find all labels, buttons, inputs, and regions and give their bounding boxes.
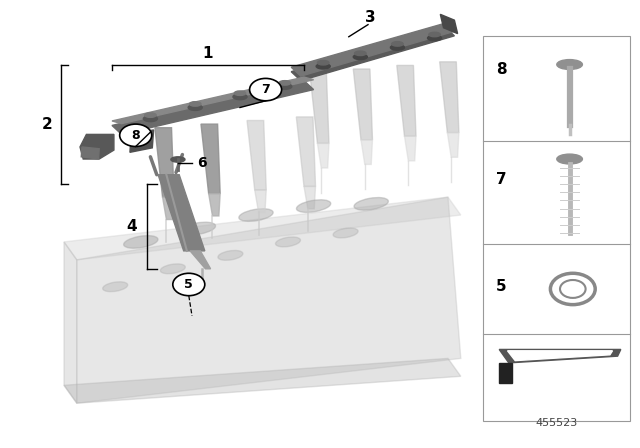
Text: 2: 2	[42, 117, 52, 132]
Text: 5: 5	[184, 278, 193, 291]
Ellipse shape	[354, 198, 388, 210]
Polygon shape	[155, 128, 174, 197]
Ellipse shape	[103, 282, 127, 292]
Text: 7: 7	[496, 172, 507, 187]
Polygon shape	[64, 242, 77, 403]
Ellipse shape	[557, 154, 582, 164]
Ellipse shape	[557, 60, 582, 69]
Polygon shape	[112, 81, 314, 134]
Polygon shape	[291, 23, 454, 76]
Ellipse shape	[390, 45, 404, 50]
Polygon shape	[361, 140, 372, 164]
Ellipse shape	[171, 157, 185, 162]
Ellipse shape	[145, 113, 156, 117]
Ellipse shape	[355, 51, 366, 56]
Circle shape	[173, 273, 205, 296]
Circle shape	[550, 273, 595, 305]
Ellipse shape	[188, 104, 202, 110]
Ellipse shape	[429, 32, 440, 37]
Ellipse shape	[353, 54, 367, 60]
Text: 4: 4	[127, 219, 137, 234]
Polygon shape	[255, 190, 266, 212]
Ellipse shape	[317, 60, 329, 65]
Polygon shape	[353, 69, 372, 140]
Text: 455523: 455523	[536, 418, 578, 428]
Polygon shape	[163, 197, 174, 220]
Ellipse shape	[233, 94, 247, 99]
Polygon shape	[247, 121, 266, 190]
Polygon shape	[201, 124, 220, 194]
Polygon shape	[190, 251, 211, 269]
Ellipse shape	[279, 81, 291, 85]
Polygon shape	[317, 143, 329, 168]
Ellipse shape	[428, 35, 442, 41]
Text: 8: 8	[131, 129, 140, 142]
Ellipse shape	[278, 84, 292, 90]
Circle shape	[560, 280, 586, 298]
Ellipse shape	[234, 91, 246, 95]
Polygon shape	[397, 65, 416, 136]
Polygon shape	[130, 130, 154, 152]
Text: 3: 3	[365, 10, 375, 26]
Polygon shape	[291, 27, 454, 81]
Polygon shape	[158, 175, 205, 251]
Ellipse shape	[124, 236, 158, 248]
Text: 8: 8	[496, 62, 507, 77]
Ellipse shape	[161, 264, 185, 274]
Ellipse shape	[296, 200, 331, 212]
Polygon shape	[499, 363, 512, 383]
Polygon shape	[64, 197, 461, 260]
Text: 1: 1	[203, 46, 213, 61]
Polygon shape	[112, 77, 314, 124]
Text: 5: 5	[496, 279, 507, 294]
Circle shape	[250, 78, 282, 101]
Ellipse shape	[143, 116, 157, 122]
Ellipse shape	[316, 64, 330, 69]
Polygon shape	[310, 73, 329, 143]
Ellipse shape	[189, 102, 201, 106]
Polygon shape	[499, 349, 621, 363]
Polygon shape	[296, 117, 316, 186]
Ellipse shape	[276, 237, 300, 247]
Polygon shape	[508, 351, 612, 361]
Polygon shape	[81, 147, 99, 159]
Ellipse shape	[181, 222, 216, 235]
Polygon shape	[209, 194, 220, 216]
Text: 7: 7	[261, 83, 270, 96]
Polygon shape	[440, 14, 458, 34]
Polygon shape	[80, 134, 114, 159]
Polygon shape	[404, 136, 416, 161]
Ellipse shape	[239, 209, 273, 221]
Polygon shape	[447, 133, 459, 157]
Bar	[483, 36, 630, 421]
Polygon shape	[304, 186, 316, 209]
Polygon shape	[64, 358, 461, 403]
Ellipse shape	[218, 250, 243, 260]
Text: 6: 6	[196, 156, 207, 170]
Ellipse shape	[333, 228, 358, 238]
Polygon shape	[77, 197, 461, 403]
Polygon shape	[440, 62, 459, 133]
Ellipse shape	[392, 42, 403, 46]
Circle shape	[120, 124, 152, 146]
